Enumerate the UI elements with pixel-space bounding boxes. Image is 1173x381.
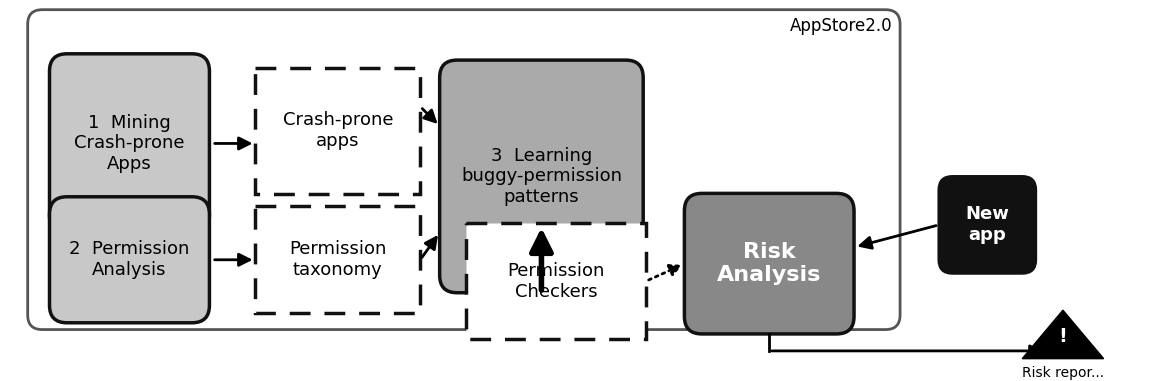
Text: 1  Mining
Crash-prone
Apps: 1 Mining Crash-prone Apps xyxy=(74,114,184,173)
Text: Risk
Analysis: Risk Analysis xyxy=(717,242,821,285)
Text: 3  Learning
buggy-permission
patterns: 3 Learning buggy-permission patterns xyxy=(461,147,622,206)
FancyBboxPatch shape xyxy=(938,176,1036,273)
Text: Risk repor...: Risk repor... xyxy=(1022,367,1104,380)
FancyBboxPatch shape xyxy=(49,54,210,233)
Text: New
app: New app xyxy=(965,205,1009,244)
Text: 2  Permission
Analysis: 2 Permission Analysis xyxy=(69,240,190,279)
Bar xyxy=(467,223,645,339)
Text: Permission
Checkers: Permission Checkers xyxy=(507,262,604,301)
Text: Permission
taxonomy: Permission taxonomy xyxy=(290,240,387,279)
FancyBboxPatch shape xyxy=(684,194,854,334)
Bar xyxy=(256,68,420,194)
Text: Crash-prone
apps: Crash-prone apps xyxy=(283,112,393,150)
Text: !: ! xyxy=(1058,327,1067,346)
FancyBboxPatch shape xyxy=(440,60,643,293)
FancyBboxPatch shape xyxy=(49,197,210,323)
Polygon shape xyxy=(1022,310,1104,359)
Text: AppStore2.0: AppStore2.0 xyxy=(789,18,893,35)
Bar xyxy=(256,207,420,313)
